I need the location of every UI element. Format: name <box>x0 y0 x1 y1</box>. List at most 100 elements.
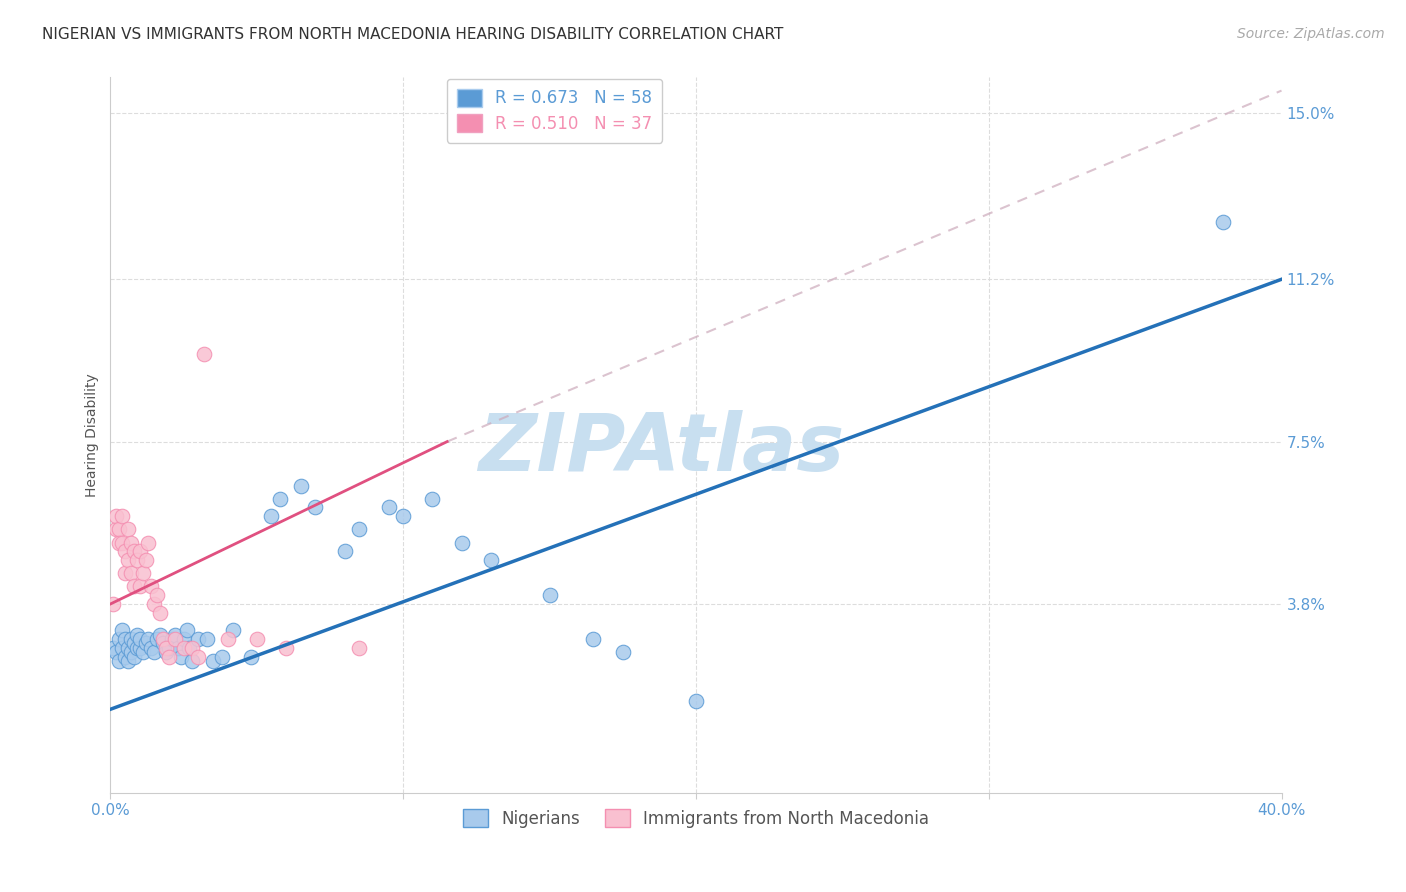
Point <box>239 649 262 664</box>
Point <box>111 624 134 638</box>
Point <box>155 640 177 655</box>
Text: Source: ZipAtlas.com: Source: ZipAtlas.com <box>1237 27 1385 41</box>
Point <box>128 632 150 646</box>
Point <box>128 544 150 558</box>
Point <box>538 588 561 602</box>
Point <box>170 649 193 664</box>
Point <box>582 632 605 646</box>
Point <box>114 544 136 558</box>
Point <box>122 649 145 664</box>
Point <box>120 632 142 646</box>
Point <box>181 654 204 668</box>
Point <box>111 640 134 655</box>
Text: ZIPAtlas: ZIPAtlas <box>478 410 844 488</box>
Point <box>108 522 131 536</box>
Point <box>103 640 125 655</box>
Point <box>149 606 172 620</box>
Point <box>120 645 142 659</box>
Point <box>173 640 195 655</box>
Point <box>105 509 128 524</box>
Point <box>114 566 136 581</box>
Point <box>122 544 145 558</box>
Point <box>450 535 472 549</box>
Point <box>160 632 183 646</box>
Point <box>163 628 186 642</box>
Point <box>117 553 139 567</box>
Y-axis label: Hearing Disability: Hearing Disability <box>86 373 100 497</box>
Point <box>141 640 163 655</box>
Point <box>179 640 201 655</box>
Point <box>152 632 174 646</box>
Point <box>187 632 209 646</box>
Point <box>269 491 291 506</box>
Point <box>117 640 139 655</box>
Point <box>122 636 145 650</box>
Point <box>176 624 198 638</box>
Point <box>103 597 125 611</box>
Legend: Nigerians, Immigrants from North Macedonia: Nigerians, Immigrants from North Macedon… <box>456 803 936 834</box>
Point <box>479 553 502 567</box>
Point <box>125 640 148 655</box>
Point <box>120 566 142 581</box>
Point <box>108 632 131 646</box>
Point <box>128 579 150 593</box>
Point <box>143 645 166 659</box>
Point <box>211 649 233 664</box>
Point <box>422 491 444 506</box>
Point <box>260 509 283 524</box>
Point <box>114 649 136 664</box>
Point <box>125 553 148 567</box>
Point <box>195 632 218 646</box>
Point <box>114 632 136 646</box>
Point <box>149 628 172 642</box>
Point <box>1212 215 1234 229</box>
Point <box>333 544 356 558</box>
Point <box>131 566 153 581</box>
Point <box>105 645 128 659</box>
Point <box>349 522 371 536</box>
Point <box>181 640 204 655</box>
Point <box>128 640 150 655</box>
Point <box>135 636 157 650</box>
Point <box>146 588 169 602</box>
Point <box>143 597 166 611</box>
Point <box>111 535 134 549</box>
Point <box>173 632 195 646</box>
Point <box>392 509 415 524</box>
Point <box>246 632 269 646</box>
Point <box>201 654 224 668</box>
Point <box>377 500 399 515</box>
Point <box>108 654 131 668</box>
Point <box>117 522 139 536</box>
Text: NIGERIAN VS IMMIGRANTS FROM NORTH MACEDONIA HEARING DISABILITY CORRELATION CHART: NIGERIAN VS IMMIGRANTS FROM NORTH MACEDO… <box>42 27 783 42</box>
Point <box>141 579 163 593</box>
Point <box>187 649 209 664</box>
Point <box>120 535 142 549</box>
Point <box>304 500 326 515</box>
Point <box>155 645 177 659</box>
Point <box>349 640 371 655</box>
Point <box>217 632 239 646</box>
Point <box>131 645 153 659</box>
Point <box>138 632 160 646</box>
Point <box>125 628 148 642</box>
Point <box>111 509 134 524</box>
Point <box>157 649 180 664</box>
Point <box>163 632 186 646</box>
Point <box>152 636 174 650</box>
Point <box>157 640 180 655</box>
Point <box>290 478 312 492</box>
Point <box>146 632 169 646</box>
Point <box>166 640 188 655</box>
Point <box>685 693 707 707</box>
Point <box>117 654 139 668</box>
Point <box>108 535 131 549</box>
Point <box>135 553 157 567</box>
Point <box>222 624 245 638</box>
Point <box>105 522 128 536</box>
Point <box>193 347 215 361</box>
Point <box>122 579 145 593</box>
Point <box>612 645 634 659</box>
Point <box>274 640 297 655</box>
Point <box>138 535 160 549</box>
